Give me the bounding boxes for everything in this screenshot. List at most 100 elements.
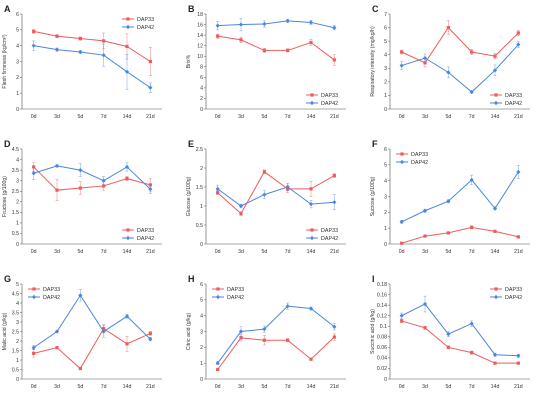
- y-tick-label: 2: [16, 200, 19, 206]
- y-tick-label: 1: [16, 358, 19, 364]
- x-tick-label: 5d: [261, 114, 267, 120]
- series-dap33: [216, 333, 336, 372]
- data-point: [332, 335, 336, 339]
- data-point: [309, 357, 313, 361]
- legend-label: DAP33: [43, 287, 60, 293]
- series-line: [33, 166, 151, 191]
- data-point: [309, 40, 313, 45]
- data-point: [470, 351, 474, 355]
- data-point: [125, 44, 129, 49]
- data-point: [332, 200, 337, 205]
- x-tick-label: 3d: [422, 249, 428, 255]
- y-tick-label: 8: [200, 65, 203, 71]
- y-tick-label: 3.5: [12, 310, 19, 316]
- y-tick-label: 4: [16, 301, 19, 307]
- series-line: [401, 320, 519, 364]
- legend-marker: [310, 93, 314, 97]
- data-point: [516, 169, 521, 175]
- legend: DAP33 DAP42: [396, 152, 428, 166]
- legend-label: DAP33: [321, 93, 338, 99]
- data-point: [286, 338, 290, 342]
- y-tick-label: 0: [16, 377, 19, 383]
- y-tick-label: 0: [16, 242, 19, 248]
- data-point: [332, 25, 337, 30]
- data-point: [446, 70, 451, 75]
- y-tick-label: 0.12: [377, 313, 387, 319]
- series-dap42: [31, 289, 153, 350]
- legend-label: DAP33: [137, 17, 154, 23]
- legend-label: DAP42: [321, 236, 338, 242]
- y-tick-label: 2: [384, 80, 387, 86]
- x-tick-label: 5d: [261, 249, 267, 255]
- panel-letter: F: [372, 139, 378, 149]
- data-point: [101, 329, 106, 334]
- y-tick-label: 0.5: [12, 367, 19, 373]
- series-line: [401, 44, 519, 93]
- data-point: [470, 225, 474, 229]
- legend-marker: [125, 235, 131, 241]
- x-tick-label: 0d: [215, 249, 221, 255]
- panel-h: H 0 1 2 3 4 5 6 0d 3d 5d 7d 14d 21d Citric acid (g/kg)…: [186, 274, 346, 390]
- data-point: [216, 367, 220, 372]
- series-line: [401, 226, 519, 244]
- data-point: [148, 337, 153, 342]
- y-tick-label: 0: [384, 107, 387, 113]
- data-point: [54, 47, 60, 52]
- legend: DAP33 DAP42: [490, 93, 522, 107]
- legend-marker: [125, 24, 131, 30]
- series-line: [217, 305, 335, 364]
- y-tick-label: 10: [197, 54, 203, 60]
- x-tick-label: 21d: [146, 114, 155, 120]
- data-point: [124, 164, 130, 170]
- x-tick-label: 0d: [31, 114, 37, 120]
- y-tick-label: 3: [16, 320, 19, 326]
- legend-marker: [215, 294, 221, 300]
- y-tick-label: 2.5: [196, 147, 203, 153]
- panel-letter: E: [188, 139, 194, 149]
- x-tick-label: 5d: [77, 384, 83, 390]
- data-point: [492, 352, 498, 357]
- panel-i: I 0 0.02 0.04 0.06 0.08 0.1 0.12 0.14 0.16 0.18 0d 3…: [370, 274, 530, 390]
- series-dap42: [31, 40, 153, 93]
- data-point: [400, 241, 404, 245]
- y-tick-label: 0: [16, 107, 19, 113]
- panel-letter: B: [188, 4, 195, 14]
- data-point: [55, 188, 59, 192]
- data-point: [308, 306, 314, 311]
- series-line: [217, 186, 335, 207]
- x-tick-label: 14d: [307, 114, 316, 120]
- panel-letter: H: [188, 274, 195, 284]
- y-axis-label: Brix%: [186, 54, 192, 68]
- y-tick-label: 2.5: [12, 329, 19, 335]
- x-tick-label: 7d: [101, 384, 107, 390]
- y-tick-label: 5: [16, 28, 19, 34]
- legend-label: DAP42: [505, 101, 522, 107]
- data-point: [238, 329, 244, 334]
- data-point: [32, 351, 36, 355]
- x-tick-label: 7d: [285, 114, 291, 120]
- legend-marker: [493, 100, 499, 106]
- data-point: [78, 293, 83, 298]
- y-tick-label: 0.06: [377, 345, 387, 351]
- legend-marker: [31, 294, 37, 300]
- data-point: [470, 50, 474, 54]
- y-tick-label: 2: [16, 75, 19, 81]
- legend-marker: [126, 17, 130, 21]
- series-dap33: [216, 33, 336, 66]
- data-point: [308, 20, 314, 25]
- panel-a: A 0 1 2 3 4 5 6 0d 3d 5d 7d 14d 21d Flesh firmness (kg…: [2, 4, 162, 120]
- x-tick-label: 5d: [445, 114, 451, 120]
- y-tick-label: 6: [16, 12, 19, 18]
- data-point: [423, 326, 427, 330]
- y-tick-label: 0.08: [377, 335, 387, 341]
- y-tick-label: 6: [384, 25, 387, 31]
- x-tick-label: 21d: [514, 249, 523, 255]
- x-tick-label: 14d: [491, 249, 500, 255]
- data-point: [469, 89, 474, 95]
- legend-label: DAP33: [227, 287, 244, 293]
- legend-label: DAP42: [411, 160, 428, 166]
- x-tick-label: 3d: [54, 249, 60, 255]
- panel-f: F 0 1 2 3 4 5 6 0d 3d 5d 7d 14d 21d Sucrose (g/100g) DA…: [370, 139, 530, 255]
- legend-marker: [400, 152, 404, 156]
- legend-label: DAP42: [321, 101, 338, 107]
